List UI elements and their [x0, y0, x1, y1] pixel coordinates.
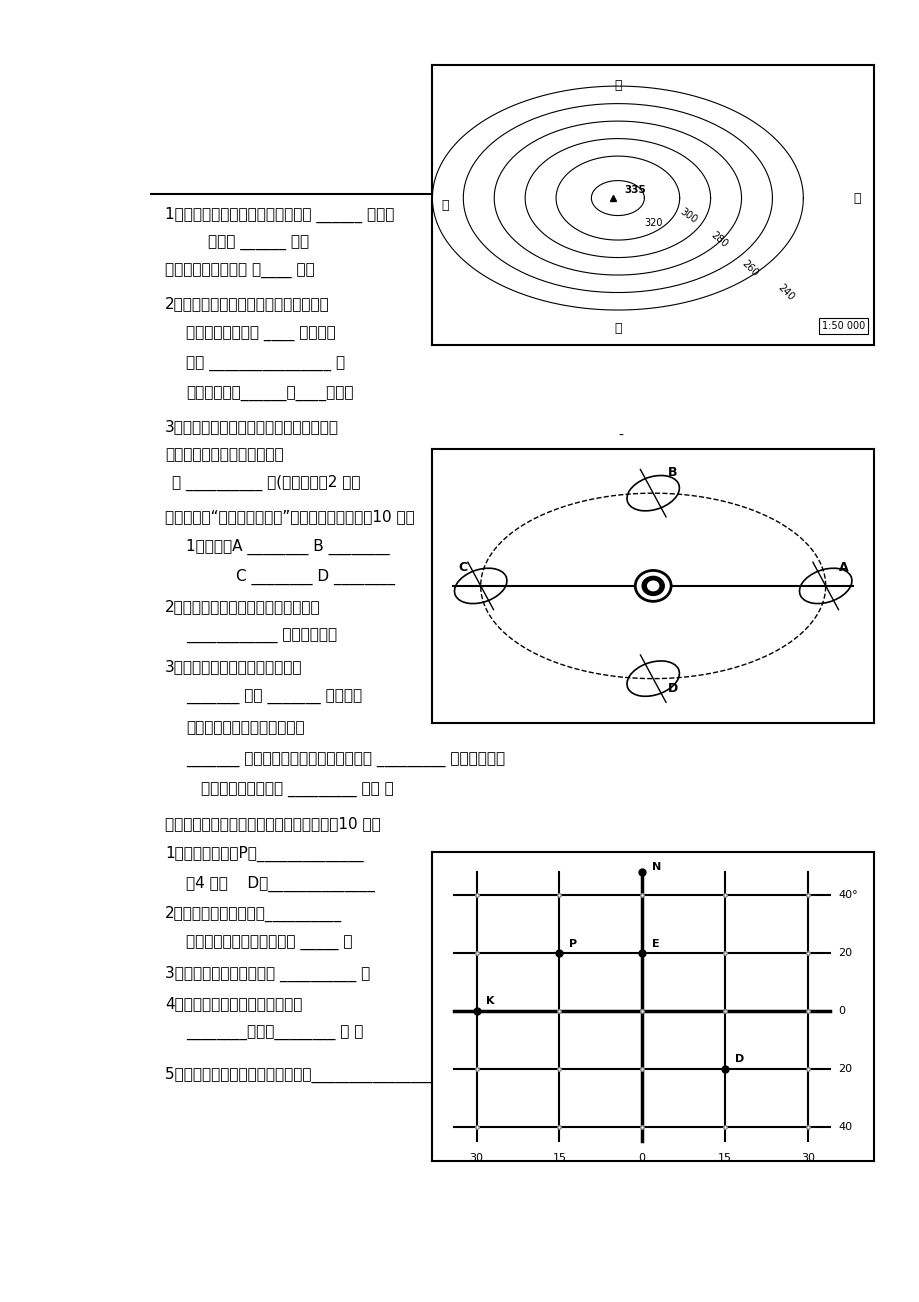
Text: （4 分）    D：______________: （4 分） D：______________ — [186, 876, 375, 892]
Text: 方向大致是从______向____攀登。: 方向大致是从______向____攀登。 — [186, 387, 354, 402]
Text: 300: 300 — [677, 206, 698, 225]
Text: 1:50 000: 1:50 000 — [821, 322, 864, 331]
Text: -: - — [618, 428, 623, 443]
Text: 20: 20 — [837, 1064, 851, 1074]
Text: B: B — [667, 466, 676, 479]
Text: 30: 30 — [800, 1152, 814, 1163]
Text: 理由 ________________ 。: 理由 ________________ 。 — [186, 357, 345, 372]
Text: 而这时的南极会出现 _________ 现象 。: 而这时的南极会出现 _________ 现象 。 — [200, 783, 393, 798]
Text: 320: 320 — [643, 217, 662, 228]
Text: 4: 4 — [782, 1122, 791, 1137]
Text: 顶，最省力的是从 ____ 点上山，: 顶，最省力的是从 ____ 点上山， — [186, 327, 335, 341]
Text: 2、当阳光直射点位于赤道时的节气是: 2、当阳光直射点位于赤道时的节气是 — [165, 599, 320, 615]
Text: 40: 40 — [837, 1121, 851, 1131]
Text: （三）、读“地球公转示意图”，回答下列问题（內10 分）: （三）、读“地球公转示意图”，回答下列问题（內10 分） — [165, 509, 414, 525]
Text: E: E — [652, 939, 659, 949]
Text: K: K — [486, 996, 494, 1006]
Text: 4、和我们通化纬度最接近的点是: 4、和我们通化纬度最接近的点是 — [165, 996, 302, 1012]
Text: 15: 15 — [551, 1152, 566, 1163]
Text: 海拔是 ______ 米。: 海拔是 ______ 米。 — [208, 237, 309, 251]
Text: 2、位于西半球上的点是__________: 2、位于西半球上的点是__________ — [165, 906, 342, 922]
Text: 0: 0 — [638, 1152, 645, 1163]
Circle shape — [647, 581, 658, 591]
Circle shape — [634, 570, 671, 602]
Text: C ________ D ________: C ________ D ________ — [236, 569, 395, 586]
Text: 2、有人想登上山顶，从四点出发登上山: 2、有人想登上山顶，从四点出发登上山 — [165, 297, 329, 311]
Text: 乙: 乙 — [614, 79, 621, 92]
Text: 1、写出经纬度：P：______________: 1、写出经纬度：P：______________ — [165, 846, 363, 862]
Text: ____________ 。（填字母）: ____________ 。（填字母） — [186, 629, 337, 644]
Text: 位于南北半球交界上的点是 _____ 。: 位于南北半球交界上的点是 _____ 。 — [186, 936, 352, 952]
Text: 丁: 丁 — [852, 191, 860, 204]
Text: C: C — [458, 561, 467, 574]
Text: 3、如果晓明从乙走到丁，请你一下计算他: 3、如果晓明从乙走到丁，请你一下计算他 — [165, 419, 338, 434]
Text: P: P — [569, 939, 577, 949]
Text: 5、在这幅图上，判断方向的方法是____________________ 。: 5、在这幅图上，判断方向的方法是____________________ 。 — [165, 1066, 477, 1083]
Text: 是 __________ 。(取整数）（2 分）: 是 __________ 。(取整数）（2 分） — [172, 475, 360, 491]
Text: 1、甲、乙、丙、丁四点位于同一条 ______ 线上，: 1、甲、乙、丙、丁四点位于同一条 ______ 线上， — [165, 207, 394, 223]
Text: 0: 0 — [837, 1005, 845, 1016]
Text: 与山顶的相对高度是 ．____ 米。: 与山顶的相对高度是 ．____ 米。 — [165, 263, 314, 279]
Text: _______ 在变短，通化的白昼时间比海南 _________ （长或短），: _______ 在变短，通化的白昼时间比海南 _________ （长或短）， — [186, 753, 505, 768]
Text: 260: 260 — [740, 258, 760, 279]
Text: 30: 30 — [469, 1152, 483, 1163]
Text: 甲: 甲 — [441, 199, 448, 211]
Text: （四）、读经纬网图，回答下列问题：（內10 分）: （四）、读经纬网图，回答下列问题：（內10 分） — [165, 816, 380, 831]
Text: 280: 280 — [709, 230, 729, 250]
Text: A: A — [838, 561, 847, 574]
Text: D: D — [666, 682, 677, 695]
Text: 此时我们通化昼夜长短变化是: 此时我们通化昼夜长短变化是 — [186, 720, 304, 734]
Text: 20: 20 — [837, 948, 851, 958]
Circle shape — [641, 577, 664, 595]
Text: 240: 240 — [775, 283, 795, 302]
Text: 15: 15 — [717, 1152, 732, 1163]
Text: _______ 点和 _______ 点之间，: _______ 点和 _______ 点之间， — [186, 690, 362, 704]
Text: 40°: 40° — [837, 891, 857, 900]
Text: 从乙到丁所走的直线距离大致: 从乙到丁所走的直线距离大致 — [165, 447, 283, 462]
Text: N: N — [652, 862, 661, 872]
Text: ________，位于________ 带 。: ________，位于________ 带 。 — [186, 1026, 363, 1042]
Text: 3、当我们放暑假时，地球运行在: 3、当我们放暑假时，地球运行在 — [165, 660, 302, 674]
Text: 丙: 丙 — [614, 322, 621, 335]
Text: 1、节气：A ________ B ________: 1、节气：A ________ B ________ — [186, 539, 390, 556]
Text: 335: 335 — [624, 185, 645, 195]
Text: 3、有阳光直射现象的点是 __________ 。: 3、有阳光直射现象的点是 __________ 。 — [165, 966, 369, 983]
Text: D: D — [734, 1055, 743, 1064]
